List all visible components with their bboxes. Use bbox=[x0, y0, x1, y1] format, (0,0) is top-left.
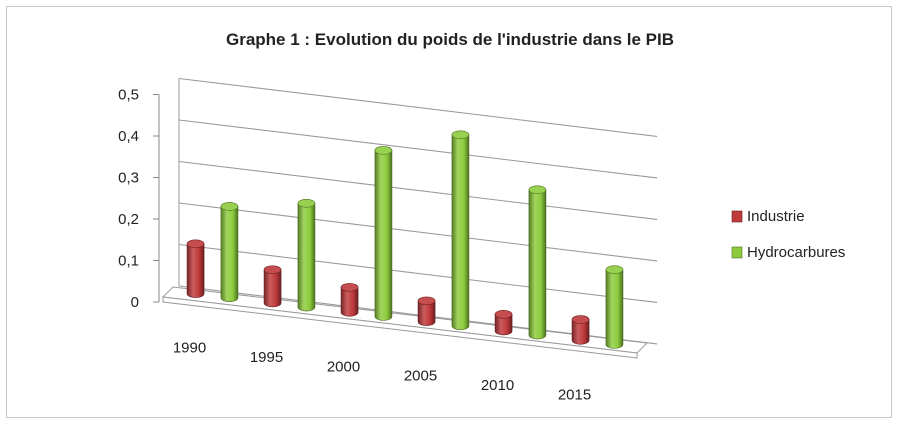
legend-swatch-hydrocarbures bbox=[731, 246, 743, 259]
bar-hydrocarbures-2005 bbox=[451, 130, 470, 330]
x-tick-label: 1990 bbox=[173, 340, 206, 357]
bar-industrie-2010 bbox=[494, 310, 513, 336]
gridline bbox=[178, 119, 658, 179]
gridline bbox=[178, 202, 658, 262]
y-tick-label: 0 bbox=[131, 294, 139, 311]
gridline bbox=[178, 160, 658, 221]
y-tick-label: 0,1 bbox=[118, 253, 139, 270]
legend-swatch-industrie bbox=[731, 210, 743, 223]
y-tick-label: 0,4 bbox=[118, 128, 139, 145]
bar-hydrocarbures-1990 bbox=[220, 202, 239, 302]
bars bbox=[186, 130, 624, 349]
x-tick-label: 2010 bbox=[481, 377, 514, 394]
bar-industrie-2005 bbox=[417, 296, 436, 326]
y-tick-label: 0,2 bbox=[118, 211, 139, 228]
bar-hydrocarbures-2010 bbox=[528, 185, 547, 340]
legend: Industrie Hydrocarbures bbox=[731, 208, 845, 261]
y-tick-label: 0,3 bbox=[118, 170, 139, 187]
bar-industrie-2000 bbox=[340, 283, 359, 317]
bar-industrie-1995 bbox=[263, 265, 282, 308]
x-axis-labels: 1990 1995 2000 2005 2010 2015 bbox=[173, 340, 591, 404]
chart-frame: Graphe 1 : Evolution du poids de l'indus… bbox=[6, 6, 892, 418]
bar-hydrocarbures-2015 bbox=[605, 265, 624, 349]
bar-hydrocarbures-2000 bbox=[374, 146, 393, 321]
x-tick-label: 1995 bbox=[250, 349, 283, 366]
x-tick-label: 2000 bbox=[327, 358, 360, 375]
y-axis: 0 0,1 0,2 0,3 0,4 0,5 bbox=[118, 87, 649, 359]
x-tick-label: 2015 bbox=[558, 386, 591, 403]
bar-industrie-1990 bbox=[186, 239, 205, 298]
bar-industrie-2015 bbox=[571, 315, 590, 345]
x-tick-label: 2005 bbox=[404, 368, 437, 385]
legend-label-industrie: Industrie bbox=[747, 208, 805, 225]
y-tick-label: 0,5 bbox=[118, 87, 139, 104]
chart-title: Graphe 1 : Evolution du poids de l'indus… bbox=[226, 30, 674, 49]
chart: Graphe 1 : Evolution du poids de l'indus… bbox=[118, 30, 845, 404]
legend-label-hydrocarbures: Hydrocarbures bbox=[747, 244, 845, 261]
floor-edge bbox=[162, 296, 638, 359]
gridline bbox=[178, 243, 658, 304]
bar-hydrocarbures-1995 bbox=[297, 199, 316, 312]
gridline bbox=[178, 77, 658, 138]
